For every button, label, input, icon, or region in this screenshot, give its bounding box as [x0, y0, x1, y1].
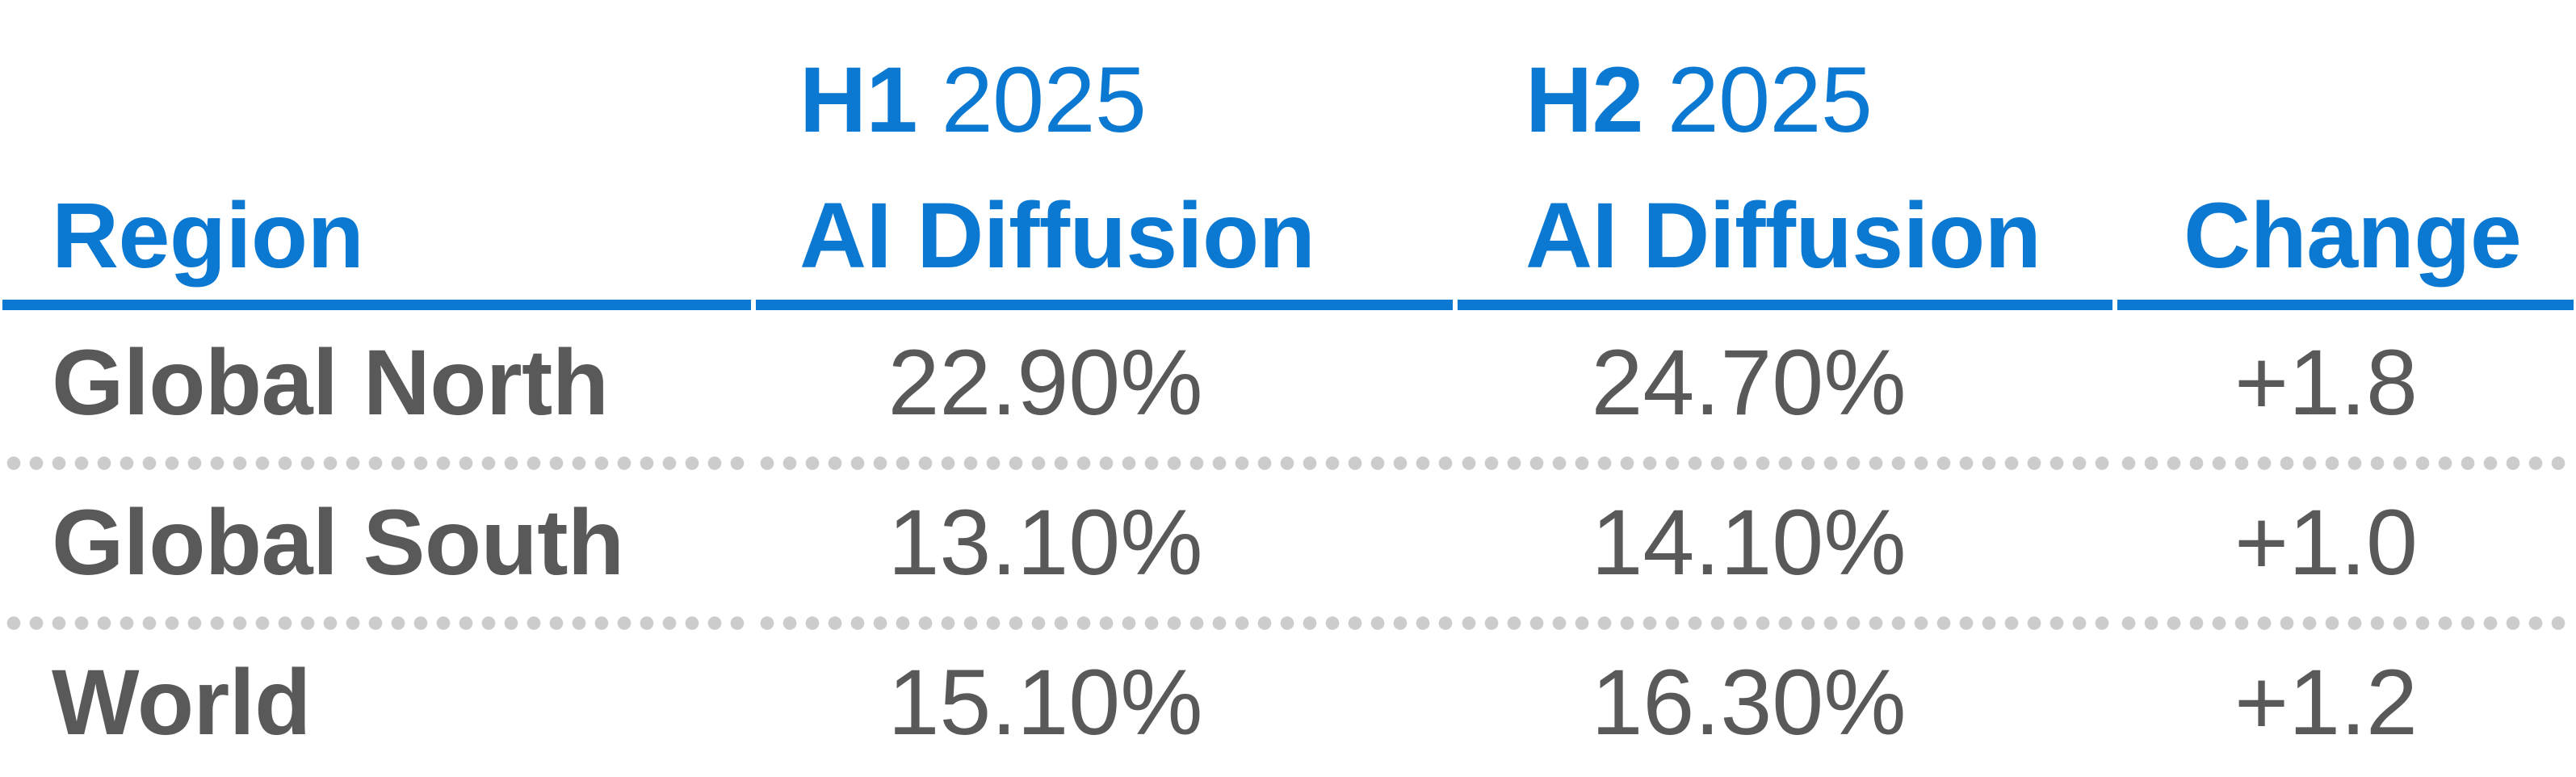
cell-change-value: +1.8 — [2234, 331, 2419, 435]
cell-region: Global South — [52, 491, 624, 594]
divider-segment — [1458, 456, 2112, 470]
cell-h2-value: 14.10% — [1591, 491, 1907, 594]
cell-h2-value: 24.70% — [1591, 331, 1907, 435]
header-h2-metric: AI Diffusion — [1525, 184, 2041, 288]
header-h1-label: H1 — [799, 48, 917, 152]
cell-h2-value: 16.30% — [1591, 651, 1907, 754]
table-row-global-north: Global North 22.90% 24.70% +1.8 — [0, 310, 2576, 456]
cell-change-value: +1.2 — [2234, 651, 2419, 754]
divider-segment — [1458, 616, 2112, 630]
table-row-world: World 15.10% 16.30% +1.2 — [0, 630, 2576, 776]
header-h2-period: H2 2025 — [1455, 54, 2115, 153]
cell-region: World — [52, 651, 311, 754]
header-h2-year: 2025 — [1667, 48, 1873, 152]
header-spacer-change — [2115, 147, 2576, 153]
header-h1-year: 2025 — [941, 48, 1147, 152]
dotted-divider — [0, 616, 2576, 630]
table-header-row-titles: Region AI Diffusion AI Diffusion Change — [0, 153, 2576, 283]
table-header-row-periods: H1 2025 H2 2025 — [0, 0, 2576, 153]
cell-change-value: +1.0 — [2234, 491, 2419, 594]
header-region: Region — [52, 184, 364, 288]
cell-h1-value: 15.10% — [887, 651, 1203, 754]
header-h1-period: H1 2025 — [753, 54, 1455, 153]
dotted-divider — [0, 456, 2576, 470]
header-spacer-region — [0, 147, 753, 153]
divider-segment — [2, 616, 751, 630]
divider-segment — [2117, 616, 2574, 630]
cell-h1-value: 13.10% — [887, 491, 1203, 594]
cell-region: Global North — [52, 331, 609, 435]
table-row-global-south: Global South 13.10% 14.10% +1.0 — [0, 470, 2576, 616]
rule-segment — [756, 300, 1453, 310]
rule-segment — [2117, 300, 2574, 310]
divider-segment — [756, 616, 1453, 630]
cell-h1-value: 22.90% — [887, 331, 1203, 435]
header-underline-rule — [0, 300, 2576, 310]
header-h2-label: H2 — [1525, 48, 1643, 152]
divider-segment — [2117, 456, 2574, 470]
rule-segment — [1458, 300, 2112, 310]
rule-segment — [2, 300, 751, 310]
header-change: Change — [2184, 184, 2522, 288]
divider-segment — [2, 456, 751, 470]
divider-segment — [756, 456, 1453, 470]
header-h1-metric: AI Diffusion — [799, 184, 1315, 288]
